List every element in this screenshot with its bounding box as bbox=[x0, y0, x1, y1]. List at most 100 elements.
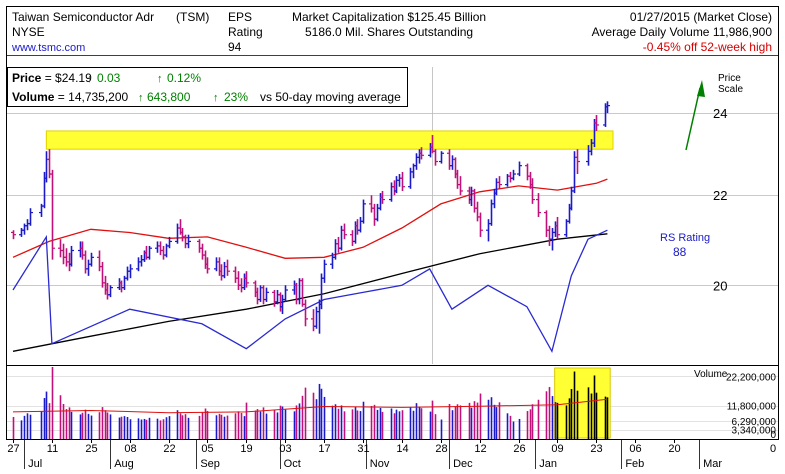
price-readout: Price = $24.19 bbox=[12, 71, 92, 85]
price-volume-info-box bbox=[7, 67, 408, 107]
date-tick-label: 31 bbox=[357, 443, 369, 455]
ticker-symbol: (TSM) bbox=[176, 10, 209, 24]
ohlc-bar bbox=[419, 147, 424, 160]
ohlc-bar bbox=[186, 234, 191, 249]
month-label: Aug bbox=[114, 458, 134, 470]
volume-change-up-icon: ↑ bbox=[138, 92, 144, 104]
month-label: Feb bbox=[625, 458, 644, 470]
ohlc-bar bbox=[605, 101, 610, 114]
month-label: Dec bbox=[453, 458, 473, 470]
date-tick-label: 28 bbox=[435, 443, 447, 455]
volume-tick-label: 0 bbox=[770, 430, 776, 441]
volume-readout: Volume = 14,735,200 bbox=[12, 90, 129, 104]
date-tick-label: 0 bbox=[770, 443, 776, 455]
ohlc-bar bbox=[264, 287, 269, 302]
ohlc-bar bbox=[497, 176, 502, 189]
volume-value: 14,735,200 bbox=[68, 90, 128, 104]
ohlc-bar bbox=[89, 252, 94, 267]
resistance-highlight bbox=[45, 130, 614, 150]
ohlc-bar bbox=[536, 193, 541, 217]
ohlc-bar bbox=[342, 223, 347, 240]
ohlc-bar bbox=[322, 259, 327, 283]
date-tick-label: 06 bbox=[629, 443, 641, 455]
exchange-name: NYSE bbox=[12, 25, 45, 39]
price-change-pct-up-icon: ↑ bbox=[157, 73, 163, 85]
ohlc-bar bbox=[167, 236, 172, 249]
volume-moving-average bbox=[12, 398, 608, 414]
rs-rating-label: RS Rating bbox=[660, 232, 710, 244]
relative-strength-line bbox=[12, 229, 608, 354]
ohlc-bar bbox=[433, 149, 438, 166]
ohlc-bar bbox=[575, 149, 580, 175]
month-label: Sep bbox=[200, 458, 220, 470]
date-tick-label: 20 bbox=[668, 443, 680, 455]
ohlc-bar bbox=[439, 151, 444, 164]
volume-change-pct-up-icon: ↑ bbox=[213, 92, 219, 104]
price-tick-label: 22 bbox=[713, 188, 727, 203]
date-tick-label: 19 bbox=[240, 443, 252, 455]
ohlc-bar bbox=[530, 178, 535, 204]
price-scale-label-line1: Price bbox=[718, 73, 741, 84]
ohlc-bar bbox=[594, 115, 599, 131]
ohlc-bar bbox=[478, 212, 483, 237]
price-scale-arrow-icon bbox=[685, 80, 705, 151]
date-tick-label: 09 bbox=[551, 443, 563, 455]
ohlc-bar bbox=[361, 199, 366, 224]
date-tick-label: 14 bbox=[396, 443, 408, 455]
ohlc-bar bbox=[517, 161, 522, 177]
price-change: 0.03 bbox=[97, 71, 121, 85]
price-value: $24.19 bbox=[55, 71, 92, 85]
volume-highlight bbox=[554, 367, 611, 439]
ohlc-bar bbox=[458, 176, 463, 196]
market-cap: Market Capitalization $125.45 Billion bbox=[292, 10, 486, 24]
date-tick-label: 23 bbox=[590, 443, 602, 455]
volume-note: vs 50-day moving average bbox=[260, 90, 401, 104]
date-axis: 27 11 25 08 22 05 19 03 17 31 14 28 12 26 09 23 06 20 0 Jul… bbox=[7, 439, 776, 470]
ohlc-bar bbox=[283, 285, 288, 302]
month-label: Jul bbox=[28, 458, 42, 470]
date-tick-label: 03 bbox=[279, 443, 291, 455]
off-52-week-high: -0.45% off 52-week high bbox=[643, 40, 772, 54]
ohlc-bar bbox=[69, 245, 74, 267]
volume-grid bbox=[7, 376, 778, 431]
ohlc-bar bbox=[108, 285, 113, 298]
date-tick-label: 25 bbox=[85, 443, 97, 455]
company-website-link[interactable]: www.tsmc.com bbox=[11, 42, 85, 54]
price-change-up-icon: ↑ bbox=[87, 73, 93, 85]
ohlc-bar bbox=[11, 230, 16, 240]
date-tick-label: 27 bbox=[7, 443, 19, 455]
price-scale-label-line2: Scale bbox=[718, 84, 743, 95]
volume-change: 643,800 bbox=[147, 90, 191, 104]
average-daily-volume: Average Daily Volume 11,986,900 bbox=[592, 25, 773, 39]
month-label: Jan bbox=[539, 458, 557, 470]
50-day-moving-average bbox=[12, 178, 608, 259]
date-tick-label: 17 bbox=[318, 443, 330, 455]
month-label: Oct bbox=[284, 458, 301, 470]
company-name: Taiwan Semiconductor Adr bbox=[12, 10, 154, 24]
ohlc-bar bbox=[128, 264, 133, 279]
ohlc-bar bbox=[303, 299, 308, 327]
eps-rating-value: 94 bbox=[228, 40, 242, 54]
ohlc-bar bbox=[205, 257, 210, 274]
volume-tick-label: 11,800,000 bbox=[727, 402, 777, 413]
rs-rating-value: 88 bbox=[673, 245, 687, 259]
rating-label: Rating bbox=[228, 25, 263, 39]
date-tick-label: 08 bbox=[124, 443, 136, 455]
date-tick-label: 11 bbox=[47, 443, 58, 455]
ohlc-bar bbox=[28, 208, 33, 226]
ohlc-bar bbox=[225, 259, 230, 276]
price-change-pct: 0.12% bbox=[167, 71, 201, 85]
date-tick-label: 05 bbox=[201, 443, 213, 455]
date-tick-label: 26 bbox=[513, 443, 525, 455]
ohlc-bar bbox=[147, 245, 152, 260]
ohlc-bar bbox=[400, 171, 405, 191]
price-bars bbox=[11, 101, 610, 334]
ohlc-bar bbox=[244, 271, 249, 288]
price-tick-label: 24 bbox=[713, 106, 727, 121]
price-tick-label: 20 bbox=[713, 278, 727, 293]
volume-tick-label: 3,340,000 bbox=[732, 426, 777, 437]
ohlc-bar bbox=[50, 169, 55, 260]
price-axis: 20 22 24 bbox=[713, 106, 727, 293]
